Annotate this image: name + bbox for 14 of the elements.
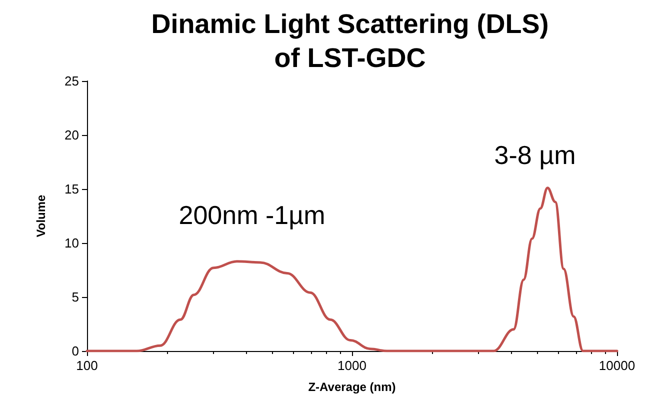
y-tick-label: 10: [64, 236, 79, 250]
y-axis-title: Volume: [34, 194, 48, 238]
y-tick-label: 5: [72, 290, 79, 304]
y-tick-label: 0: [72, 344, 79, 358]
x-tick-label: 1000: [338, 358, 366, 373]
x-tick-label: 10000: [598, 358, 636, 373]
y-tick-label: 25: [64, 74, 79, 88]
y-tick-label: 15: [64, 182, 79, 196]
annotation: 3-8 µm: [494, 140, 576, 170]
y-tick-label: 20: [64, 128, 79, 142]
x-tick-label: 100: [76, 358, 98, 373]
x-axis-title: Z-Average (nm): [308, 380, 396, 394]
chart-title: Dinamic Light Scattering (DLS) of LST-GDC: [151, 9, 549, 73]
annotation: 200nm -1µm: [178, 200, 326, 230]
